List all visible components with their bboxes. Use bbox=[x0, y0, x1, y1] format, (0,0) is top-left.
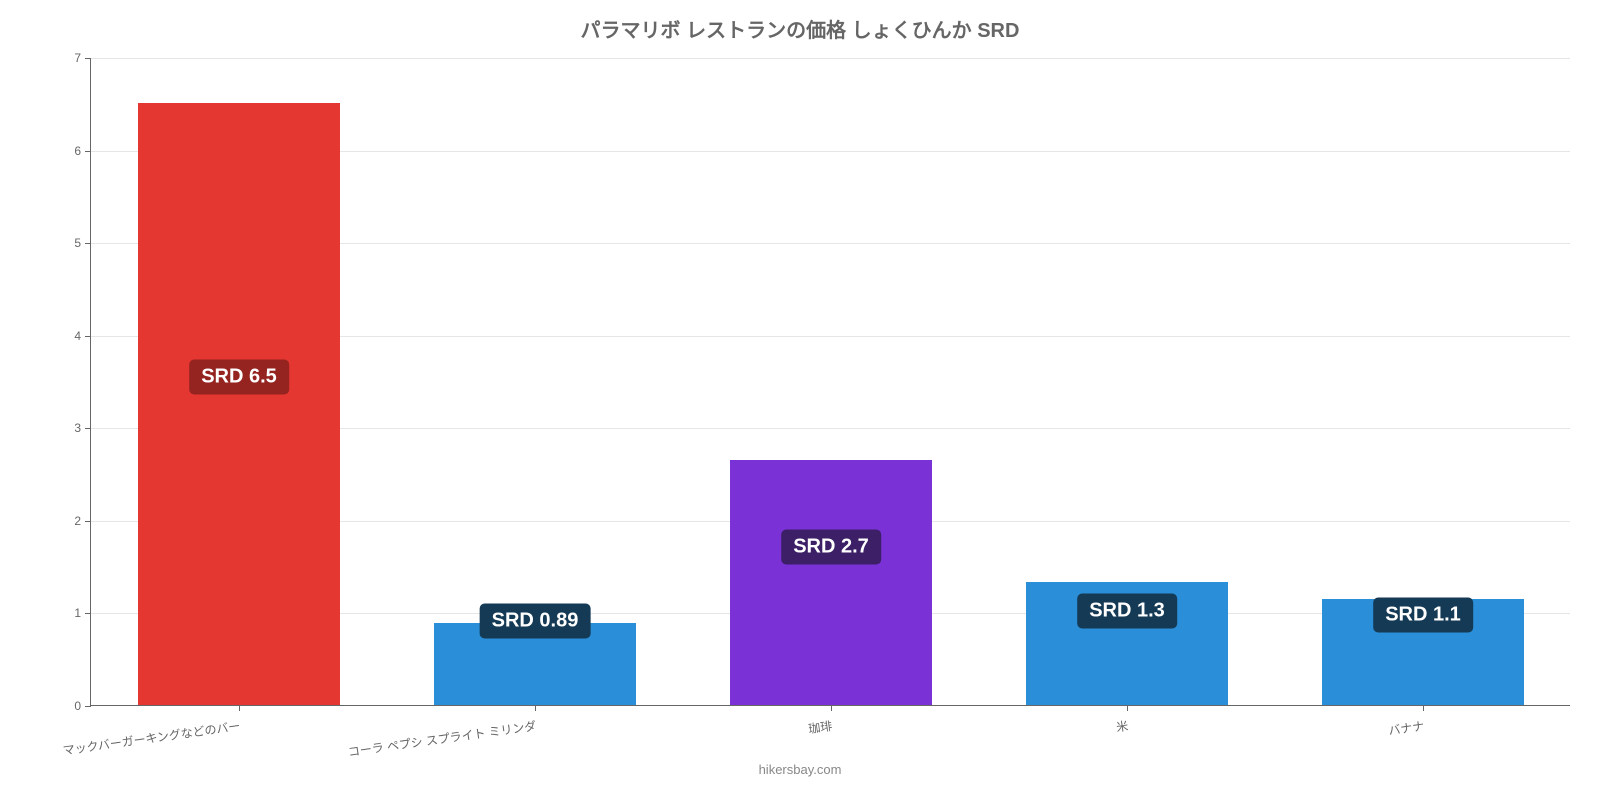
value-badge: SRD 2.7 bbox=[781, 529, 881, 564]
x-tick bbox=[535, 705, 536, 711]
y-tick-label: 1 bbox=[74, 606, 81, 620]
x-tick-label: バナナ bbox=[1387, 717, 1425, 739]
bar bbox=[138, 103, 339, 705]
value-badge: SRD 0.89 bbox=[480, 603, 591, 638]
value-badge: SRD 6.5 bbox=[189, 360, 289, 395]
price-chart: パラマリボ レストランの価格 しょくひんか SRD 01234567SRD 6.… bbox=[0, 0, 1600, 800]
plot-area: 01234567SRD 6.5マックバーガーキングなどのバーSRD 0.89コー… bbox=[90, 58, 1570, 706]
x-tick-label: 米 bbox=[1115, 717, 1129, 736]
y-tick-label: 2 bbox=[74, 514, 81, 528]
x-tick-label: 珈琲 bbox=[807, 717, 833, 737]
x-tick-label: マックバーガーキングなどのバー bbox=[62, 717, 242, 759]
y-tick-label: 3 bbox=[74, 421, 81, 435]
x-tick bbox=[239, 705, 240, 711]
y-tick-label: 0 bbox=[74, 699, 81, 713]
chart-title: パラマリボ レストランの価格 しょくひんか SRD bbox=[0, 14, 1600, 43]
x-tick bbox=[1127, 705, 1128, 711]
bar bbox=[730, 460, 931, 705]
value-badge: SRD 1.1 bbox=[1373, 598, 1473, 633]
y-tick-label: 7 bbox=[74, 51, 81, 65]
grid-line bbox=[91, 58, 1570, 59]
y-tick bbox=[85, 706, 91, 707]
y-tick-label: 5 bbox=[74, 236, 81, 250]
attribution-text: hikersbay.com bbox=[0, 762, 1600, 777]
x-tick-label: コーラ ペプシ スプライト ミリンダ bbox=[347, 717, 538, 760]
x-tick bbox=[1423, 705, 1424, 711]
y-tick-label: 6 bbox=[74, 144, 81, 158]
x-tick bbox=[831, 705, 832, 711]
y-tick-label: 4 bbox=[74, 329, 81, 343]
value-badge: SRD 1.3 bbox=[1077, 593, 1177, 628]
